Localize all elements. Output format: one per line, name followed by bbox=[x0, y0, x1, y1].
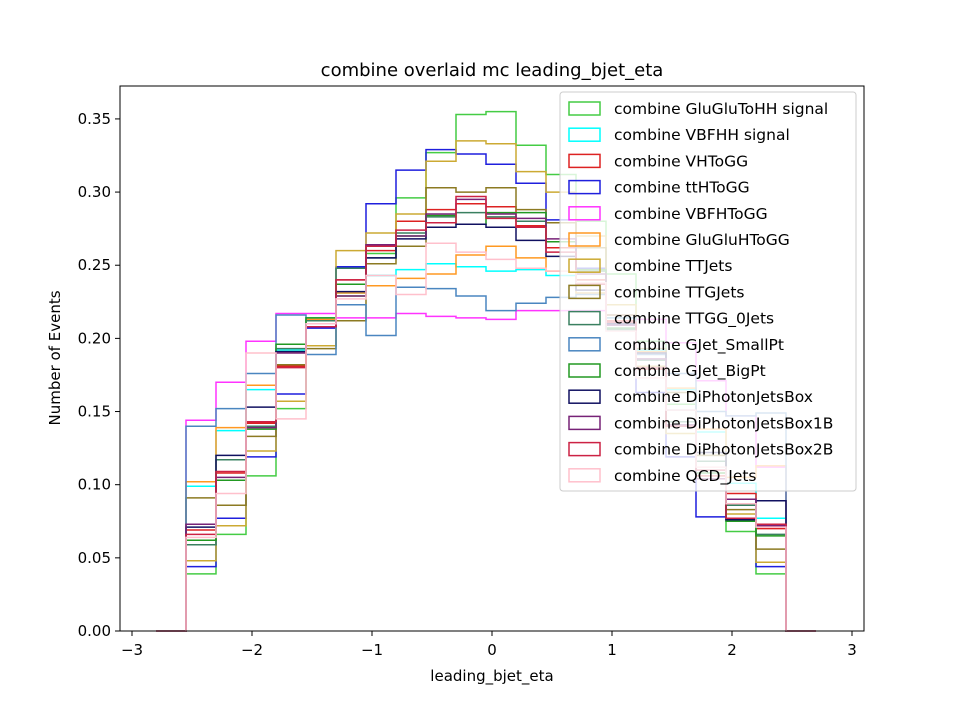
x-tick-label: 3 bbox=[847, 641, 857, 659]
legend-swatch bbox=[568, 153, 601, 169]
legend-label: combine GJet_SmallPt bbox=[614, 336, 784, 355]
legend-label: combine DiPhotonJetsBox2B bbox=[614, 441, 833, 459]
legend-swatch bbox=[568, 232, 601, 247]
legend-label: combine VBFHH signal bbox=[614, 126, 790, 144]
chart-title: combine overlaid mc leading_bjet_eta bbox=[321, 60, 664, 81]
legend-swatch bbox=[568, 258, 601, 273]
y-tick-label: 0.10 bbox=[78, 476, 111, 494]
x-axis-label: leading_bjet_eta bbox=[430, 667, 553, 686]
x-tick-label: −2 bbox=[241, 641, 263, 659]
legend-label: combine QCD_Jets bbox=[614, 467, 757, 486]
legend: combine GluGluToHH signal combine VBFHH s… bbox=[559, 91, 857, 492]
legend-label: combine TTGJets bbox=[614, 283, 744, 301]
y-tick-label: 0.30 bbox=[78, 183, 111, 201]
legend-label: combine VBFHToGG bbox=[614, 205, 768, 223]
y-tick-label: 0.20 bbox=[78, 329, 111, 347]
x-tick-label: 2 bbox=[727, 641, 737, 659]
legend-swatch bbox=[568, 284, 601, 300]
x-tick-label: 0 bbox=[487, 641, 497, 659]
x-tick-label: −1 bbox=[361, 641, 383, 659]
legend-label: combine GJet_BigPt bbox=[614, 362, 766, 381]
x-tick-label: 1 bbox=[607, 641, 617, 659]
x-tick-label: −3 bbox=[121, 641, 143, 659]
legend-swatch bbox=[568, 389, 601, 404]
legend-label: combine TTJets bbox=[614, 257, 732, 275]
legend-label: combine VHToGG bbox=[614, 152, 748, 170]
legend-swatch bbox=[568, 127, 601, 142]
y-tick-label: 0.25 bbox=[78, 256, 111, 274]
legend-label: combine GluGluHToGG bbox=[614, 231, 790, 249]
y-tick-label: 0.05 bbox=[78, 549, 111, 567]
y-axis: 0.00 0.05 0.10 0.15 0.20 0.25 0.30 0.35 bbox=[78, 110, 120, 640]
legend-box bbox=[559, 91, 857, 492]
legend-label: combine DiPhotonJetsBox1B bbox=[614, 414, 833, 432]
legend-label: combine TTGG_0Jets bbox=[614, 310, 774, 329]
legend-swatch bbox=[568, 337, 601, 352]
y-tick-label: 0.35 bbox=[78, 110, 111, 128]
legend-swatch bbox=[568, 415, 601, 431]
legend-swatch bbox=[568, 310, 601, 326]
y-tick-label: 0.15 bbox=[78, 403, 111, 421]
legend-swatch bbox=[568, 363, 601, 378]
legend-label: combine ttHToGG bbox=[614, 179, 750, 197]
legend-swatch bbox=[568, 179, 601, 195]
legend-label: combine DiPhotonJetsBox bbox=[614, 388, 813, 406]
legend-swatch bbox=[568, 468, 601, 483]
y-tick-label: 0.00 bbox=[78, 622, 111, 640]
legend-swatch bbox=[568, 206, 601, 221]
y-axis-label: Number of Events bbox=[46, 290, 64, 425]
legend-swatch bbox=[568, 441, 601, 457]
x-axis: −3 −2 −1 0 1 2 3 bbox=[121, 631, 857, 659]
legend-label: combine GluGluToHH signal bbox=[614, 100, 828, 118]
legend-swatch bbox=[568, 101, 601, 116]
